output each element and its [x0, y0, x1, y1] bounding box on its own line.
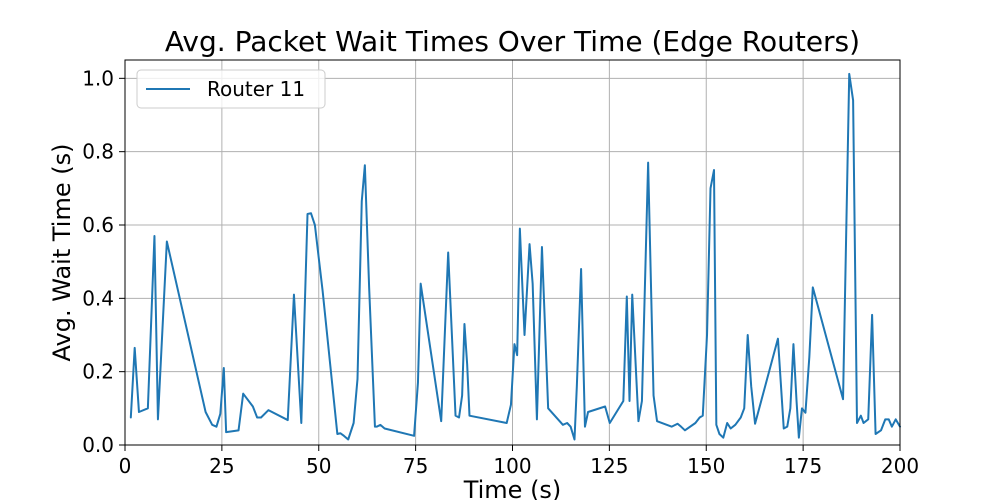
legend-label-router-11: Router 11: [207, 77, 305, 101]
x-tick-label: 125: [590, 454, 628, 478]
legend-box: [136, 69, 326, 109]
x-tick-label: 150: [687, 454, 725, 478]
legend: Router 11: [136, 69, 326, 109]
y-tick-label: 0.0: [82, 433, 114, 457]
y-axis-label: Avg. Wait Time (s): [48, 144, 76, 362]
series-line-router-11: [129, 72, 901, 441]
x-tick-label: 25: [209, 454, 234, 478]
x-tick-label: 175: [784, 454, 822, 478]
x-tick-label: 50: [306, 454, 331, 478]
x-tick-label: 75: [403, 454, 428, 478]
y-axis-ticks: 0.0 0.2 0.4 0.6 0.8 1.0: [82, 66, 125, 457]
y-tick-label: 0.8: [82, 140, 114, 164]
x-tick-label: 100: [493, 454, 531, 478]
x-axis-label: Time (s): [463, 476, 562, 500]
y-tick-label: 0.2: [82, 360, 114, 384]
x-tick-label: 0: [119, 454, 132, 478]
y-tick-label: 0.4: [82, 286, 114, 310]
series-layer: [129, 72, 901, 441]
chart-title: Avg. Packet Wait Times Over Time (Edge R…: [165, 25, 860, 58]
x-tick-label: 200: [881, 454, 919, 478]
y-tick-label: 0.6: [82, 213, 114, 237]
x-axis-ticks: 0 25 50 75 100 125 150 175 200: [119, 445, 919, 478]
y-tick-label: 1.0: [82, 66, 114, 90]
